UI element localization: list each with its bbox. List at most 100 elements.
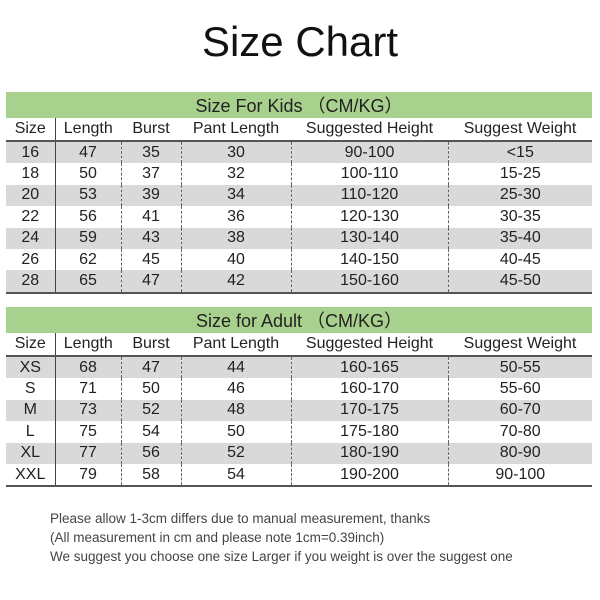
table-cell: 160-170 xyxy=(290,378,448,400)
table-cell: 32 xyxy=(180,163,291,185)
table-cell: 37 xyxy=(120,163,181,185)
table-row: 28 65 47 42 150-160 45-50 xyxy=(6,270,593,294)
table-cell: 44 xyxy=(180,356,291,379)
column-header: Suggested Height xyxy=(291,118,448,142)
column-header: Burst xyxy=(121,333,181,357)
table-cell: 79 xyxy=(54,463,121,488)
table-cell: 50-55 xyxy=(447,356,592,379)
table-row: 16 47 35 30 90-100 <15 xyxy=(6,141,593,164)
table-cell: 180-190 xyxy=(290,442,448,464)
table-cell: 41 xyxy=(120,206,181,228)
table-cell: 71 xyxy=(54,378,121,400)
column-header: Burst xyxy=(121,118,181,142)
table-cell: 59 xyxy=(54,227,121,249)
note-line: Please allow 1-3cm differs due to manual… xyxy=(50,511,431,526)
table-cell: 190-200 xyxy=(290,463,448,488)
table-cell: 54 xyxy=(120,421,181,443)
table-cell: XXL xyxy=(6,463,55,488)
table-cell: 50 xyxy=(54,163,121,185)
column-header: Suggest Weight xyxy=(448,118,593,142)
table-cell: 75 xyxy=(54,421,121,443)
column-header: Pant Length xyxy=(181,333,291,357)
table-cell: 47 xyxy=(54,141,121,164)
table-row: 26 62 45 40 140-150 40-45 xyxy=(6,248,593,271)
table-row: XS 68 47 44 160-165 50-55 xyxy=(6,356,592,379)
notes: Please allow 1-3cm differs due to manual… xyxy=(50,509,513,566)
table-cell: 45 xyxy=(120,248,181,271)
table-row: L 75 54 50 175-180 70-80 xyxy=(6,421,592,443)
column-header: Pant Length xyxy=(181,118,291,142)
table-cell: 140-150 xyxy=(290,248,448,271)
table-row: 20 53 39 34 110-120 25-30 xyxy=(6,184,593,207)
table-cell: 28 xyxy=(6,270,55,294)
table-cell: 24 xyxy=(6,227,55,249)
table-cell: 50 xyxy=(180,421,291,443)
table-cell: L xyxy=(25,422,35,440)
column-header: Suggested Height xyxy=(291,333,448,357)
table-cell: 35-40 xyxy=(447,227,593,249)
table-cell: 30-35 xyxy=(447,206,593,228)
table-cell: 52 xyxy=(180,442,291,464)
table-cell: 58 xyxy=(120,463,181,488)
adult-size-table: Size for Adult （CM/KG） Size Length Burst Pa… xyxy=(6,307,592,488)
table-cell: 90-100 xyxy=(290,141,448,164)
kids-table-caption: Size For Kids （CM/KG） xyxy=(6,92,593,118)
page-title: Size Chart xyxy=(201,18,399,65)
table-row: XXL 79 58 54 190-200 90-100 xyxy=(6,463,592,488)
table-row: S 71 50 46 160-170 55-60 xyxy=(6,378,592,400)
table-cell: 47 xyxy=(120,356,181,379)
table-cell: 110-120 xyxy=(290,184,448,207)
kids-size-table: Size For Kids （CM/KG） Size Length Burst Pan… xyxy=(6,92,593,294)
table-cell: M xyxy=(6,399,55,422)
table-cell: 175-180 xyxy=(290,421,448,443)
table-cell: 54 xyxy=(180,463,291,488)
adult-table-caption: Size for Adult （CM/KG） xyxy=(6,307,592,333)
table-row: 18 50 37 32 100-110 15-25 xyxy=(6,163,593,185)
table-cell: 80-90 xyxy=(447,442,592,464)
table-cell: 40-45 xyxy=(447,248,593,271)
column-header: Suggest Weight xyxy=(448,333,592,357)
column-header: Size xyxy=(6,333,55,357)
table-cell: 30 xyxy=(180,141,291,164)
table-cell: <15 xyxy=(447,141,593,164)
table-cell: XS xyxy=(6,356,55,379)
table-cell: 56 xyxy=(54,206,121,228)
table-cell: 22 xyxy=(21,207,40,225)
table-row: XL 77 56 52 180-190 80-90 xyxy=(6,442,592,464)
table-cell: 16 xyxy=(6,141,55,164)
table-cell: 170-175 xyxy=(290,399,448,422)
column-header: Length xyxy=(54,118,121,142)
table-cell: 55-60 xyxy=(447,378,592,400)
table-cell: 15-25 xyxy=(447,163,593,185)
table-cell: 150-160 xyxy=(290,270,448,294)
table-cell: 46 xyxy=(180,378,291,400)
table-cell: 25-30 xyxy=(447,184,593,207)
table-cell: 50 xyxy=(120,378,181,400)
table-cell: 73 xyxy=(54,399,121,422)
table-cell: 26 xyxy=(21,250,40,268)
table-cell: 20 xyxy=(6,184,55,207)
table-cell: 65 xyxy=(54,270,121,294)
table-cell: 38 xyxy=(180,227,291,249)
table-cell: 130-140 xyxy=(290,227,448,249)
table-cell: 100-110 xyxy=(290,163,448,185)
table-cell: 43 xyxy=(120,227,181,249)
table-cell: 48 xyxy=(180,399,291,422)
table-cell: 18 xyxy=(21,165,40,183)
note-line: We suggest you choose one size Larger if… xyxy=(50,549,513,564)
table-cell: 35 xyxy=(120,141,181,164)
column-header: Length xyxy=(54,333,121,357)
table-cell: 34 xyxy=(180,184,291,207)
table-cell: 160-165 xyxy=(290,356,448,379)
table-row: M 73 52 48 170-175 60-70 xyxy=(6,399,592,422)
table-cell: 39 xyxy=(120,184,181,207)
table-row: 24 59 43 38 130-140 35-40 xyxy=(6,227,593,249)
table-row: 22 56 41 36 120-130 30-35 xyxy=(6,206,593,228)
table-cell: S xyxy=(24,380,36,398)
table-cell: XL xyxy=(6,442,55,464)
table-cell: 60-70 xyxy=(447,399,592,422)
table-cell: 70-80 xyxy=(447,421,592,443)
column-header: Size xyxy=(6,118,55,142)
table-cell: 62 xyxy=(54,248,121,271)
table-cell: 90-100 xyxy=(447,463,592,488)
